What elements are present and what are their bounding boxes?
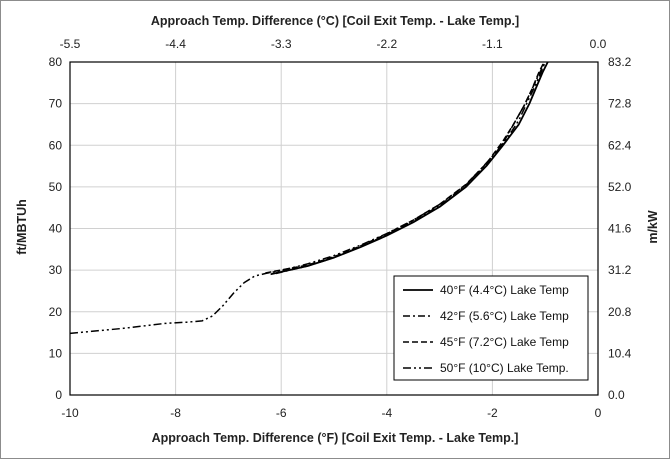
y-tick-label-right: 83.2 — [608, 55, 632, 69]
legend-label-1: 40°F (4.4°C) Lake Temp — [440, 283, 569, 297]
legend-box — [393, 275, 589, 381]
y-tick-label-right: 52.0 — [608, 180, 632, 194]
y-tick-label-left: 80 — [49, 55, 63, 69]
legend: 40°F (4.4°C) Lake Temp 42°F (5.6°C) Lake … — [393, 275, 589, 381]
plot-area-border — [69, 61, 599, 396]
y-tick-label-left: 0 — [55, 388, 62, 402]
x-tick-label-top: -4.4 — [165, 37, 186, 51]
bottom-axis-title: Approach Temp. Difference (°F) [Coil Exi… — [152, 431, 519, 445]
y-tick-label-right: 20.8 — [608, 305, 632, 319]
x-tick-label-bottom: -6 — [276, 406, 287, 420]
y-tick-label-left: 60 — [49, 138, 63, 152]
y-tick-label-right: 10.4 — [608, 346, 632, 360]
series-line-4 — [69, 61, 546, 335]
y-tick-label-right: 31.2 — [608, 263, 632, 277]
series-group — [69, 61, 549, 335]
x-tick-label-top: -1.1 — [482, 37, 503, 51]
top-axis-title: Approach Temp. Difference (°C) [Coil Exi… — [151, 14, 519, 28]
tick-labels: -10 -8 -6 -4 -2 0 -5.5 -4.4 -3.3 -2.2 -1.1 0.0 0 10 20… — [49, 37, 632, 420]
y-tick-label-left: 40 — [49, 222, 63, 236]
y-tick-label-right: 41.6 — [608, 222, 632, 236]
x-tick-label-bottom: 0 — [595, 406, 602, 420]
legend-label-3: 45°F (7.2°C) Lake Temp — [440, 335, 569, 349]
x-tick-label-top: 0.0 — [590, 37, 607, 51]
x-tick-label-bottom: -10 — [61, 406, 79, 420]
legend-label-2: 42°F (5.6°C) Lake Temp — [440, 309, 569, 323]
y-tick-label-left: 70 — [49, 97, 63, 111]
series-line-1 — [270, 61, 549, 276]
series-line-3 — [265, 61, 545, 274]
x-tick-label-bottom: -2 — [487, 406, 498, 420]
x-tick-label-top: -3.3 — [271, 37, 292, 51]
right-axis-title: m/kW — [646, 210, 660, 244]
x-tick-label-bottom: -8 — [170, 406, 181, 420]
x-tick-label-bottom: -4 — [381, 406, 392, 420]
x-tick-label-top: -2.2 — [376, 37, 397, 51]
x-tick-label-top: -5.5 — [60, 37, 81, 51]
y-tick-label-left: 30 — [49, 263, 63, 277]
y-tick-label-left: 20 — [49, 305, 63, 319]
y-tick-label-right: 62.4 — [608, 138, 632, 152]
y-tick-label-left: 50 — [49, 180, 63, 194]
y-tick-label-left: 10 — [49, 346, 63, 360]
y-tick-label-right: 0.0 — [608, 388, 625, 402]
left-axis-title: ft/MBTUh — [15, 199, 29, 255]
legend-label-4: 50°F (10°C) Lake Temp. — [440, 361, 569, 375]
y-tick-label-right: 72.8 — [608, 97, 632, 111]
grid-lines — [70, 62, 598, 395]
